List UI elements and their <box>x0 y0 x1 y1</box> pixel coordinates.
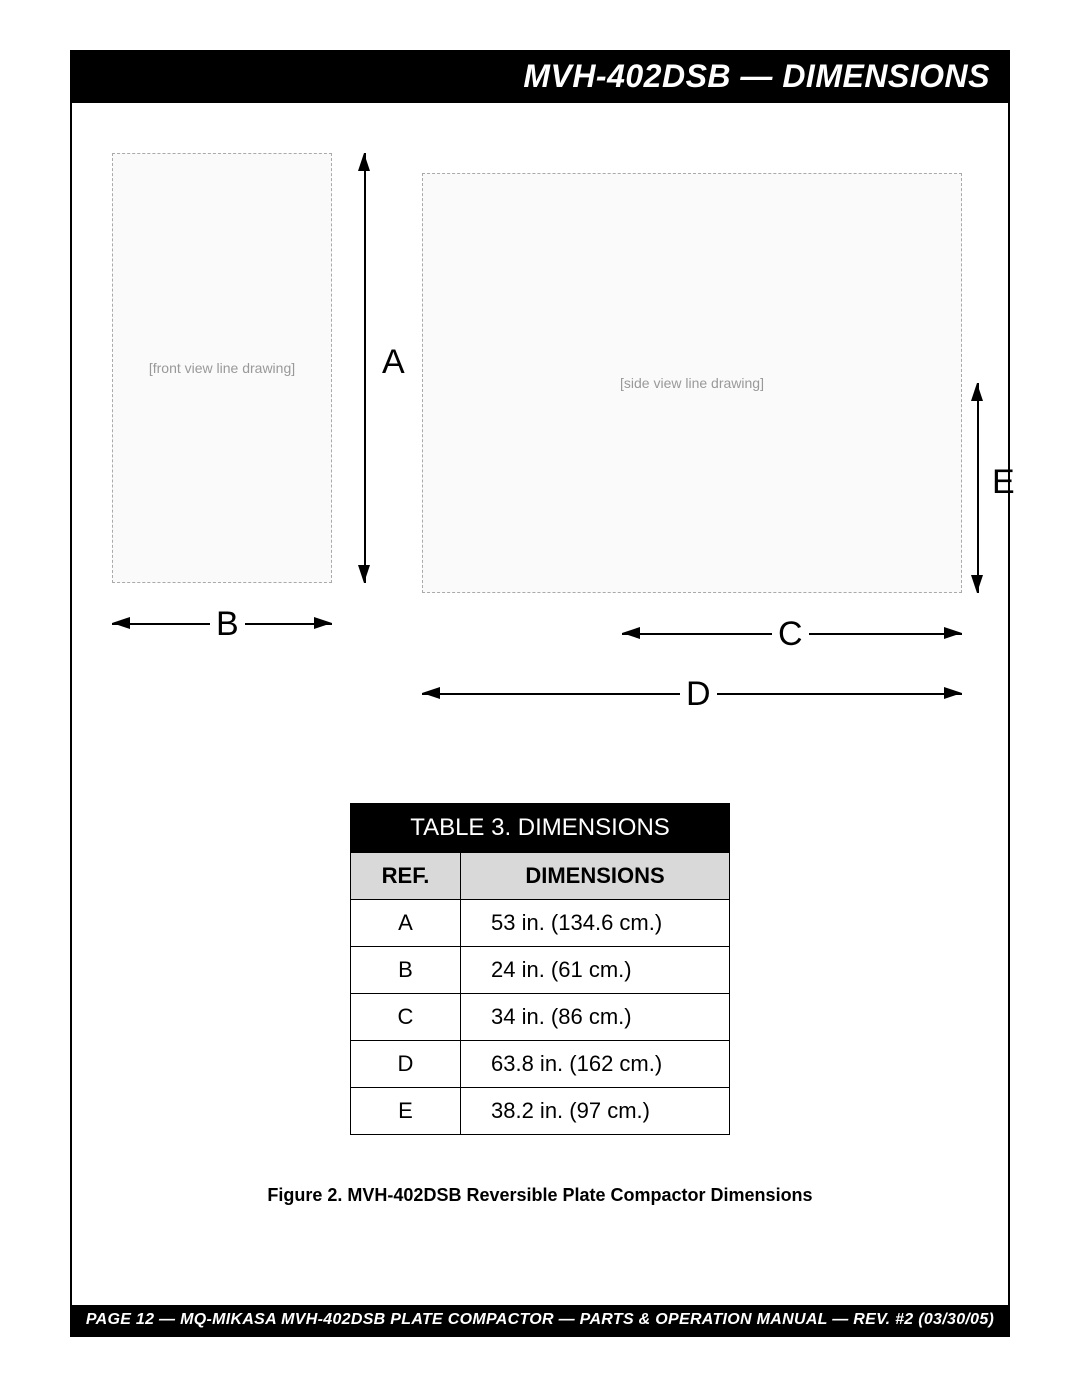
dim-arrow-e-top <box>971 383 983 401</box>
dim-label-b: B <box>210 605 245 644</box>
figure-caption: Figure 2. MVH-402DSB Reversible Plate Co… <box>72 1185 1008 1206</box>
dim-line-a <box>364 153 366 583</box>
dim-line-e <box>977 383 979 593</box>
dimensions-table: TABLE 3. DIMENSIONS REF. DIMENSIONS A 53… <box>350 803 730 1135</box>
dim-arrow-a-bottom <box>358 565 370 583</box>
dim-arrow-c-left <box>622 627 640 639</box>
val-cell: 63.8 in. (162 cm.) <box>461 1041 730 1088</box>
dim-arrow-d-right <box>944 687 962 699</box>
dim-arrow-a-top <box>358 153 370 171</box>
table-row: C 34 in. (86 cm.) <box>351 994 730 1041</box>
dim-arrow-d-left <box>422 687 440 699</box>
dim-arrow-e-bottom <box>971 575 983 593</box>
page-frame: MVH-402DSB — DIMENSIONS [front view line… <box>70 50 1010 1337</box>
ref-cell: A <box>351 900 461 947</box>
table-row: A 53 in. (134.6 cm.) <box>351 900 730 947</box>
col-head-ref: REF. <box>351 853 461 900</box>
dim-arrow-b-left <box>112 617 130 629</box>
table-header-row: REF. DIMENSIONS <box>351 853 730 900</box>
ref-cell: C <box>351 994 461 1041</box>
val-cell: 34 in. (86 cm.) <box>461 994 730 1041</box>
val-cell: 24 in. (61 cm.) <box>461 947 730 994</box>
val-cell: 38.2 in. (97 cm.) <box>461 1088 730 1135</box>
ref-cell: B <box>351 947 461 994</box>
ref-cell: E <box>351 1088 461 1135</box>
ref-cell: D <box>351 1041 461 1088</box>
dim-label-c: C <box>772 615 809 654</box>
table-row: B 24 in. (61 cm.) <box>351 947 730 994</box>
page-title-bar: MVH-402DSB — DIMENSIONS <box>72 52 1008 103</box>
dimension-diagram: [front view line drawing] [side view lin… <box>82 123 998 783</box>
val-cell: 53 in. (134.6 cm.) <box>461 900 730 947</box>
dim-arrow-c-right <box>944 627 962 639</box>
dim-label-e: E <box>992 463 1015 502</box>
page-footer: PAGE 12 — MQ-MIKASA MVH-402DSB PLATE COM… <box>72 1305 1008 1335</box>
table-row: E 38.2 in. (97 cm.) <box>351 1088 730 1135</box>
dim-label-a: A <box>382 343 405 382</box>
front-view-drawing: [front view line drawing] <box>112 153 332 583</box>
table-title-row: TABLE 3. DIMENSIONS <box>351 804 730 853</box>
col-head-dim: DIMENSIONS <box>461 853 730 900</box>
table-title: TABLE 3. DIMENSIONS <box>351 804 730 853</box>
dim-label-d: D <box>680 675 717 714</box>
side-view-drawing: [side view line drawing] <box>422 173 962 593</box>
dim-arrow-b-right <box>314 617 332 629</box>
table-row: D 63.8 in. (162 cm.) <box>351 1041 730 1088</box>
